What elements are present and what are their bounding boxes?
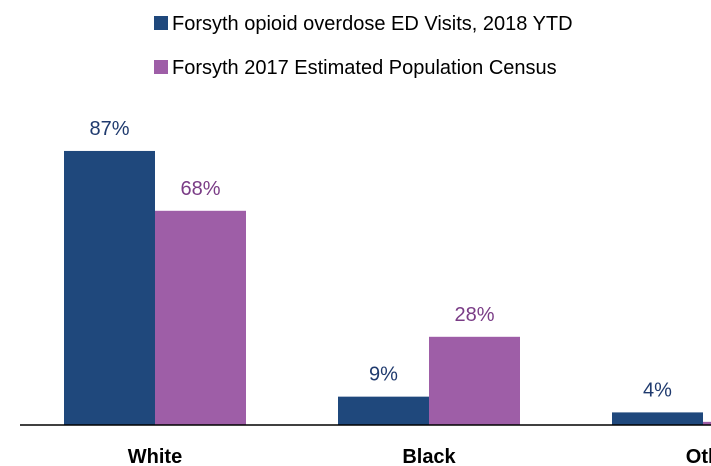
category-label-oth: Oth	[686, 446, 711, 466]
legend-swatch-series-2	[154, 60, 168, 74]
data-label-black-series-2: 28%	[454, 304, 494, 326]
bar-black-series-1	[338, 396, 429, 425]
legend-label-series-1: Forsyth opioid overdose ED Visits, 2018 …	[172, 13, 573, 35]
bars	[64, 150, 711, 425]
legend-swatch-series-1	[154, 16, 168, 30]
legend: Forsyth opioid overdose ED Visits, 2018 …	[154, 13, 573, 79]
bar-oth-series-1	[612, 412, 703, 425]
bar-black-series-2	[429, 336, 520, 425]
category-labels: White Black Oth	[128, 446, 711, 466]
data-label-oth-series-1: 4%	[643, 379, 672, 401]
bar-white-series-1	[64, 150, 155, 425]
bar-white-series-2	[155, 210, 246, 425]
data-label-white-series-2: 68%	[180, 178, 220, 200]
data-label-white-series-1: 87%	[89, 118, 129, 140]
category-label-black: Black	[402, 446, 456, 466]
bar-oth-series-2	[703, 421, 711, 425]
category-label-white: White	[128, 446, 182, 466]
data-labels: 87% 68% 9% 28% 4%	[89, 118, 672, 401]
data-label-black-series-1: 9%	[369, 364, 398, 386]
legend-label-series-2: Forsyth 2017 Estimated Population Census	[172, 57, 557, 79]
